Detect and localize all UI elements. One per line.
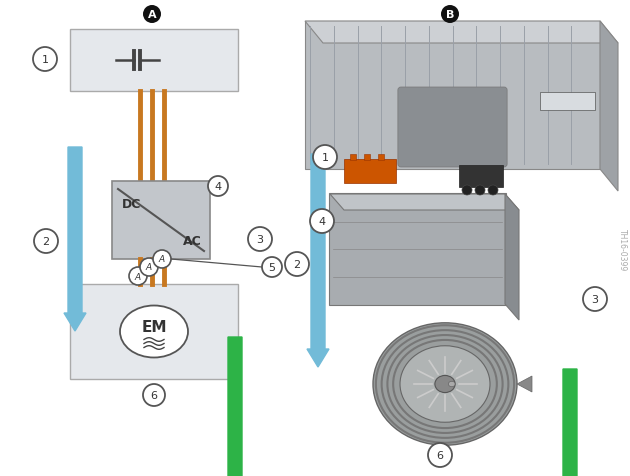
Circle shape bbox=[153, 250, 171, 268]
Ellipse shape bbox=[120, 306, 188, 358]
Circle shape bbox=[475, 186, 485, 196]
Ellipse shape bbox=[435, 376, 455, 393]
Text: 6: 6 bbox=[151, 390, 158, 400]
Text: A: A bbox=[135, 272, 141, 281]
Ellipse shape bbox=[449, 381, 455, 387]
Circle shape bbox=[33, 48, 57, 72]
Polygon shape bbox=[505, 195, 519, 320]
Circle shape bbox=[488, 186, 498, 196]
FancyBboxPatch shape bbox=[70, 30, 238, 92]
Text: 3: 3 bbox=[256, 235, 263, 245]
FancyArrow shape bbox=[224, 337, 246, 476]
Circle shape bbox=[129, 268, 147, 286]
Circle shape bbox=[143, 384, 165, 406]
Ellipse shape bbox=[373, 323, 517, 445]
Text: EM: EM bbox=[141, 319, 167, 334]
Text: 1: 1 bbox=[321, 153, 328, 163]
Text: 4: 4 bbox=[318, 217, 326, 227]
FancyArrow shape bbox=[307, 155, 329, 367]
FancyBboxPatch shape bbox=[459, 166, 503, 188]
FancyArrow shape bbox=[559, 369, 581, 476]
Circle shape bbox=[262, 258, 282, 278]
Text: B: B bbox=[446, 10, 454, 20]
Bar bbox=[378, 155, 384, 161]
Polygon shape bbox=[330, 195, 519, 210]
Text: 2: 2 bbox=[42, 237, 50, 247]
Text: 6: 6 bbox=[437, 450, 444, 460]
Text: 5: 5 bbox=[268, 262, 275, 272]
Text: 4: 4 bbox=[214, 182, 222, 192]
Bar bbox=[364, 155, 370, 161]
Circle shape bbox=[208, 177, 228, 197]
Text: 2: 2 bbox=[294, 259, 301, 269]
FancyBboxPatch shape bbox=[112, 182, 210, 259]
Text: A: A bbox=[159, 255, 165, 264]
FancyBboxPatch shape bbox=[70, 284, 238, 379]
Circle shape bbox=[462, 186, 472, 196]
Circle shape bbox=[441, 6, 459, 24]
Text: DC: DC bbox=[122, 197, 142, 210]
Circle shape bbox=[140, 258, 158, 277]
Circle shape bbox=[428, 443, 452, 467]
Circle shape bbox=[285, 252, 309, 277]
Circle shape bbox=[248, 228, 272, 251]
FancyBboxPatch shape bbox=[305, 22, 600, 169]
Text: AC: AC bbox=[183, 235, 202, 248]
Polygon shape bbox=[517, 376, 532, 392]
Circle shape bbox=[583, 288, 607, 311]
Circle shape bbox=[313, 146, 337, 169]
Text: 3: 3 bbox=[592, 294, 598, 304]
Text: 1: 1 bbox=[42, 55, 49, 65]
FancyBboxPatch shape bbox=[344, 159, 396, 184]
FancyBboxPatch shape bbox=[540, 93, 595, 110]
Text: A: A bbox=[146, 263, 152, 272]
FancyBboxPatch shape bbox=[398, 88, 507, 168]
Bar bbox=[350, 155, 356, 161]
Polygon shape bbox=[305, 22, 618, 44]
Circle shape bbox=[310, 209, 334, 234]
Text: A: A bbox=[147, 10, 156, 20]
Circle shape bbox=[34, 229, 58, 253]
FancyBboxPatch shape bbox=[329, 194, 506, 306]
Ellipse shape bbox=[400, 346, 490, 422]
Circle shape bbox=[143, 6, 161, 24]
FancyArrow shape bbox=[64, 148, 86, 331]
Text: TH16-0399: TH16-0399 bbox=[617, 228, 626, 270]
Polygon shape bbox=[600, 22, 618, 192]
